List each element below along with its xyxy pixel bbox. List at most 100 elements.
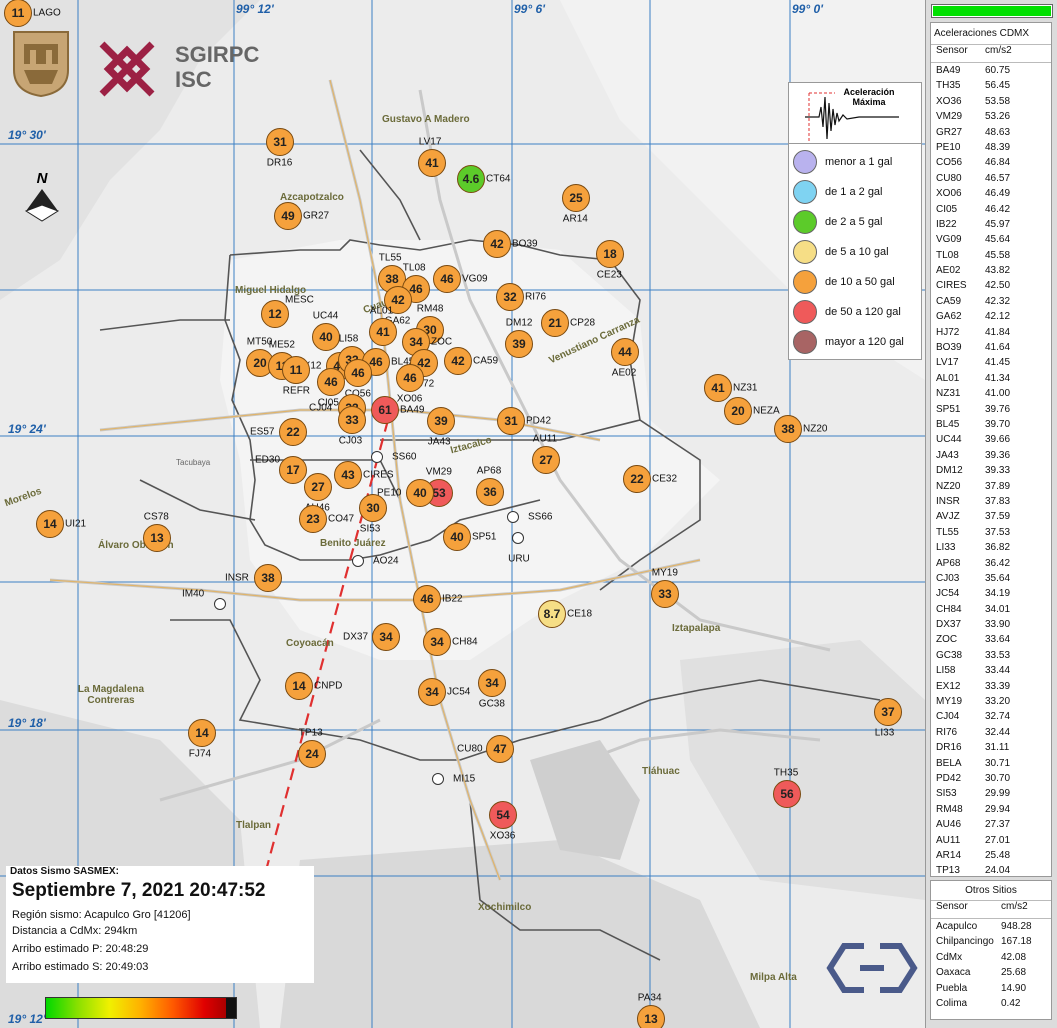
station-marker[interactable]: 41: [704, 374, 732, 402]
table-row[interactable]: LI58 33.44: [931, 663, 1051, 678]
table-row[interactable]: UC44 39.66: [931, 432, 1051, 447]
table-row[interactable]: Oaxaca 25.68: [931, 965, 1051, 980]
table-row[interactable]: TP13 24.04: [931, 863, 1051, 878]
table-row[interactable]: GC38 33.53: [931, 648, 1051, 663]
station-marker[interactable]: 46: [413, 585, 441, 613]
table-row[interactable]: JA43 39.36: [931, 448, 1051, 463]
table-row[interactable]: CO56 46.84: [931, 155, 1051, 170]
station-marker[interactable]: 25: [562, 184, 590, 212]
table-row[interactable]: GR27 48.63: [931, 125, 1051, 140]
table-row[interactable]: LV17 41.45: [931, 355, 1051, 370]
accelerations-table[interactable]: Aceleraciones CDMX Sensor cm/s2 BA49 60.7…: [930, 22, 1052, 892]
table-row[interactable]: BELA 30.71: [931, 756, 1051, 771]
table-row[interactable]: NZ20 37.89: [931, 479, 1051, 494]
station-marker[interactable]: 46: [396, 364, 424, 392]
station-marker[interactable]: 13: [143, 524, 171, 552]
station-marker[interactable]: 27: [304, 473, 332, 501]
station-marker[interactable]: 42: [483, 230, 511, 258]
table-row[interactable]: Chilpancingo 167.18: [931, 934, 1051, 949]
station-marker[interactable]: 36: [476, 478, 504, 506]
station-marker[interactable]: [512, 532, 524, 544]
table-row[interactable]: AU11 27.01: [931, 833, 1051, 848]
station-marker[interactable]: 39: [505, 330, 533, 358]
table-row[interactable]: ZOC 33.64: [931, 632, 1051, 647]
station-marker[interactable]: 22: [623, 465, 651, 493]
station-marker[interactable]: 22: [279, 418, 307, 446]
station-marker[interactable]: 34: [478, 669, 506, 697]
station-marker[interactable]: 42: [384, 286, 412, 314]
station-marker[interactable]: 46: [344, 359, 372, 387]
table-row[interactable]: BO39 41.64: [931, 340, 1051, 355]
station-marker[interactable]: [507, 511, 519, 523]
table-row[interactable]: AL01 41.34: [931, 371, 1051, 386]
station-marker[interactable]: 20: [724, 397, 752, 425]
station-marker[interactable]: 24: [298, 740, 326, 768]
table-row[interactable]: CI05 46.42: [931, 202, 1051, 217]
station-marker[interactable]: 11: [282, 356, 310, 384]
table-row[interactable]: AU46 27.37: [931, 817, 1051, 832]
table-row[interactable]: TL08 45.58: [931, 248, 1051, 263]
station-marker[interactable]: 14: [188, 719, 216, 747]
table-row[interactable]: AR14 25.48: [931, 848, 1051, 863]
table-row[interactable]: IB22 45.97: [931, 217, 1051, 232]
table-row[interactable]: TL55 37.53: [931, 525, 1051, 540]
station-marker[interactable]: 32: [496, 283, 524, 311]
table-row[interactable]: VM29 53.26: [931, 109, 1051, 124]
station-marker[interactable]: 34: [418, 678, 446, 706]
station-marker[interactable]: 56: [773, 780, 801, 808]
other-sites-table[interactable]: Otros Sitios Sensor cm/s2 Acapulco 948.28…: [930, 880, 1052, 1020]
station-marker[interactable]: 46: [433, 265, 461, 293]
table-row[interactable]: DM12 39.33: [931, 463, 1051, 478]
station-marker[interactable]: 14: [285, 672, 313, 700]
station-marker[interactable]: 43: [334, 461, 362, 489]
table-row[interactable]: XO06 46.49: [931, 186, 1051, 201]
table-row[interactable]: CH84 34.01: [931, 602, 1051, 617]
table-row[interactable]: BA49 60.75: [931, 63, 1051, 78]
table-row[interactable]: DX37 33.90: [931, 617, 1051, 632]
station-marker[interactable]: 27: [532, 446, 560, 474]
station-marker[interactable]: 41: [369, 318, 397, 346]
station-marker[interactable]: 31: [266, 128, 294, 156]
table-row[interactable]: LI33 36.82: [931, 540, 1051, 555]
table-row[interactable]: BL45 39.70: [931, 417, 1051, 432]
station-marker[interactable]: 38: [254, 564, 282, 592]
station-marker[interactable]: 12: [261, 300, 289, 328]
table-row[interactable]: SP51 39.76: [931, 402, 1051, 417]
table-row[interactable]: CIRES 42.50: [931, 278, 1051, 293]
station-marker[interactable]: [214, 598, 226, 610]
station-marker[interactable]: 40: [443, 523, 471, 551]
table-row[interactable]: INSR 37.83: [931, 494, 1051, 509]
station-marker[interactable]: 40: [406, 479, 434, 507]
station-marker[interactable]: [352, 555, 364, 567]
station-marker[interactable]: 23: [299, 505, 327, 533]
station-marker[interactable]: 33: [651, 580, 679, 608]
table-row[interactable]: MY19 33.20: [931, 694, 1051, 709]
table-row[interactable]: Acapulco 948.28: [931, 919, 1051, 934]
table-row[interactable]: XO36 53.58: [931, 94, 1051, 109]
table-row[interactable]: Puebla 14.90: [931, 981, 1051, 996]
table-row[interactable]: AVJZ 37.59: [931, 509, 1051, 524]
station-marker[interactable]: [371, 451, 383, 463]
station-marker[interactable]: 34: [423, 628, 451, 656]
table-row[interactable]: SI53 29.99: [931, 786, 1051, 801]
table-row[interactable]: CU80 46.57: [931, 171, 1051, 186]
station-marker[interactable]: 30: [359, 494, 387, 522]
table-row[interactable]: DR16 31.11: [931, 740, 1051, 755]
station-marker[interactable]: 33: [338, 406, 366, 434]
table-row[interactable]: VG09 45.64: [931, 232, 1051, 247]
station-marker[interactable]: 17: [279, 456, 307, 484]
table-row[interactable]: HJ72 41.84: [931, 325, 1051, 340]
station-marker[interactable]: 21: [541, 309, 569, 337]
station-marker[interactable]: 54: [489, 801, 517, 829]
station-marker[interactable]: 61: [371, 396, 399, 424]
station-marker[interactable]: 13: [637, 1005, 665, 1028]
station-marker[interactable]: 40: [312, 323, 340, 351]
station-marker[interactable]: 8.7: [538, 600, 566, 628]
table-row[interactable]: GA62 42.12: [931, 309, 1051, 324]
table-row[interactable]: Colima 0.42: [931, 996, 1051, 1011]
table-row[interactable]: AE02 43.82: [931, 263, 1051, 278]
station-marker[interactable]: 42: [444, 347, 472, 375]
table-row[interactable]: CJ03 35.64: [931, 571, 1051, 586]
table-row[interactable]: CA59 42.32: [931, 294, 1051, 309]
station-marker[interactable]: [432, 773, 444, 785]
